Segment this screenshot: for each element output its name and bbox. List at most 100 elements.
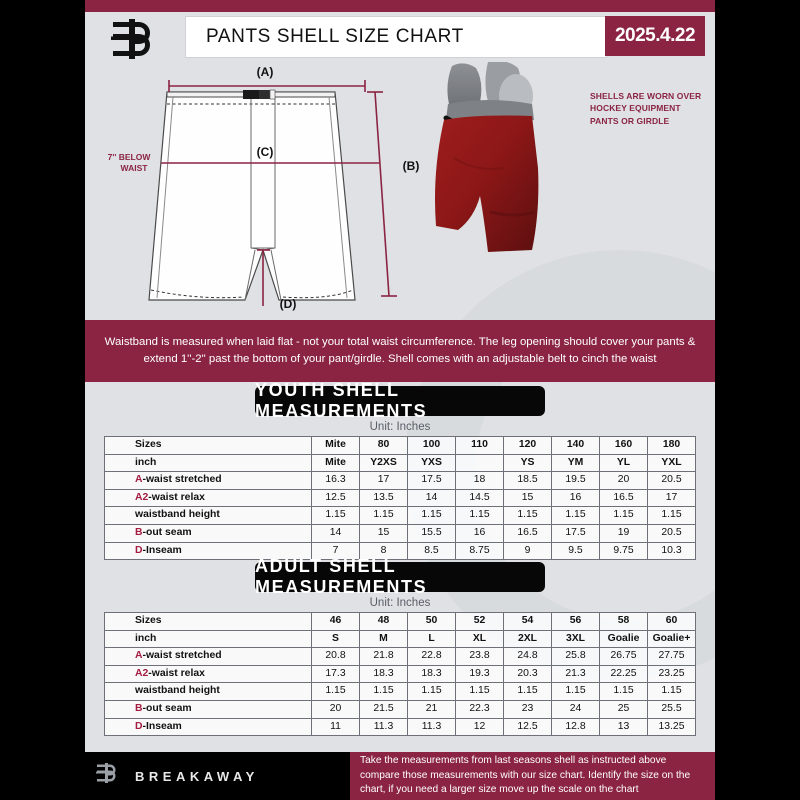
table-cell: 18 (455, 471, 504, 490)
table-cell: 24.8 (503, 647, 552, 666)
youth-badge-label: YOUTH SHELL MEASUREMENTS (255, 380, 428, 421)
table-cell: 52 (455, 612, 504, 631)
table-row: D-Inseam 11 11.3 11.3 12 12.5 12.8 13 13.25 (104, 717, 696, 737)
table-cell: YL (599, 453, 648, 473)
table-cell: 9.75 (599, 541, 648, 561)
table-row: Sizes 46 48 50 52 54 56 58 60 (104, 612, 696, 631)
table-cell: 19.5 (551, 471, 600, 490)
content-sheet: PANTS SHELL SIZE CHART 2025.4.22 (85, 0, 715, 800)
table-cell: Y2XS (359, 453, 408, 473)
table-cell: 22.8 (407, 647, 456, 666)
youth-section: YOUTH SHELL MEASUREMENTS Unit: Inches Si… (85, 380, 715, 561)
table-cell: 20.5 (647, 471, 696, 490)
table-cell: 15 (503, 488, 552, 508)
table-cell: 17.5 (551, 523, 600, 543)
banner-text: Waistband is measured when laid flat - n… (104, 335, 696, 365)
row-label: B-out seam (104, 699, 312, 719)
product-photo-svg (435, 62, 539, 252)
table-cell: 20.5 (647, 523, 696, 543)
dimension-b (367, 91, 397, 297)
table-cell: 12.5 (311, 488, 360, 508)
table-cell: 56 (551, 612, 600, 631)
table-cell: 1.15 (503, 682, 552, 701)
table-cell: 16.3 (311, 471, 360, 490)
row-label: waistband height (104, 506, 312, 525)
table-cell: 11.3 (359, 717, 408, 737)
row-label-marker: A (135, 474, 143, 486)
table-cell: 14.5 (455, 488, 504, 508)
table-cell: 48 (359, 612, 408, 631)
table-cell: 1.15 (455, 682, 504, 701)
table-cell: 3XL (551, 629, 600, 649)
dimension-a-label: (A) (257, 65, 274, 79)
measurement-instructions-banner: Waistband is measured when laid flat - n… (85, 320, 715, 382)
table-cell: 17 (359, 471, 408, 490)
table-cell: 10.3 (647, 541, 696, 561)
table-cell: 20.3 (503, 664, 552, 684)
table-cell (455, 453, 504, 473)
row-label-marker: A (135, 650, 143, 662)
table-cell: 12 (455, 717, 504, 737)
table-cell: 25.5 (647, 699, 696, 719)
page-footer: BREAKAWAY Take the measurements from las… (0, 752, 800, 800)
row-label-marker: A2 (135, 667, 149, 679)
table-cell: 17.3 (311, 664, 360, 684)
table-cell: 14 (407, 488, 456, 508)
measurement-diagram: (A) (B) (C) (D) 7'' BELOW WAIST (85, 62, 715, 312)
table-cell: 60 (647, 612, 696, 631)
adult-unit-label: Unit: Inches (369, 597, 431, 609)
table-cell: YXS (407, 453, 456, 473)
footer-instructions-text: Take the measurements from last seasons … (360, 754, 691, 796)
table-cell: 1.15 (647, 682, 696, 701)
product-photo (430, 62, 580, 302)
row-label: A-waist stretched (104, 647, 312, 666)
table-cell: YS (503, 453, 552, 473)
table-cell: XL (455, 629, 504, 649)
table-cell: 16 (455, 523, 504, 543)
breakaway-b-logo-footer (95, 759, 121, 793)
dimension-d (257, 249, 270, 306)
row-label: A2-waist relax (104, 664, 312, 684)
youth-size-table: Sizes Mite 80 100 110 120 140 160 180 inch Mite Y2X… (104, 436, 696, 561)
table-cell: 1.15 (359, 682, 408, 701)
date-badge: 2025.4.22 (605, 16, 705, 56)
table-cell: 27.75 (647, 647, 696, 666)
page-title-bar: PANTS SHELL SIZE CHART (185, 16, 607, 58)
date-text: 2025.4.22 (614, 25, 696, 46)
table-cell: 19.3 (455, 664, 504, 684)
table-row: inch S M L XL 2XL 3XL Goalie Goalie+ (104, 629, 696, 649)
table-cell: 1.15 (407, 682, 456, 701)
table-row: D-Inseam 7 8 8.5 8.75 9 9.5 9.75 10.3 (104, 541, 696, 561)
table-cell: 13.5 (359, 488, 408, 508)
table-cell: 1.15 (407, 506, 456, 525)
table-cell: 1.15 (311, 682, 360, 701)
table-cell: 11 (311, 717, 360, 737)
table-cell: 16.5 (503, 523, 552, 543)
row-label-marker: B (135, 527, 143, 539)
table-cell: Mite (311, 453, 360, 473)
table-cell: 14 (311, 523, 360, 543)
shorts-outline (148, 89, 356, 301)
table-cell: 25 (599, 699, 648, 719)
table-row: waistband height 1.15 1.15 1.15 1.15 1.15 1.15… (104, 506, 696, 525)
table-cell: 24 (551, 699, 600, 719)
table-cell: Goalie+ (647, 629, 696, 649)
row-label: Sizes (104, 436, 312, 455)
table-cell: 18.3 (407, 664, 456, 684)
table-cell: 50 (407, 612, 456, 631)
table-cell: 1.15 (551, 506, 600, 525)
youth-table-body: Sizes Mite 80 100 110 120 140 160 180 inch Mite Y2X… (104, 436, 696, 561)
table-cell: 1.15 (647, 506, 696, 525)
table-cell: 20 (311, 699, 360, 719)
table-cell: 21.3 (551, 664, 600, 684)
table-cell: YM (551, 453, 600, 473)
table-cell: 7 (311, 541, 360, 561)
table-cell: 20 (599, 471, 648, 490)
adult-badge-label: ADULT SHELL MEASUREMENTS (255, 556, 428, 597)
adult-size-table: Sizes 46 48 50 52 54 56 58 60 inch S M L XL 2XL 3XL Goal… (104, 612, 696, 737)
table-cell: 1.15 (359, 506, 408, 525)
table-cell: 21.8 (359, 647, 408, 666)
row-label: D-Inseam (104, 717, 312, 737)
table-cell: 19 (599, 523, 648, 543)
